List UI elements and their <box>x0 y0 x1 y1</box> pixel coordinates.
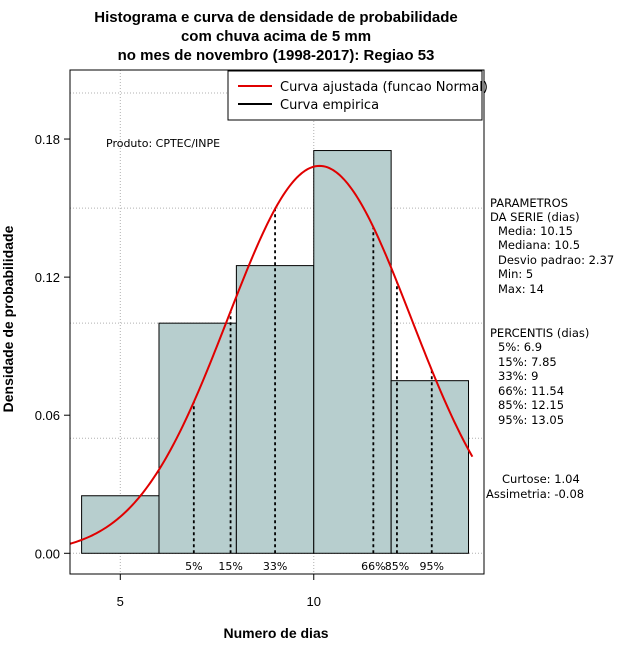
parameter-min: Min: 5 <box>498 267 533 281</box>
percentile-marker-label: 33% <box>263 560 287 573</box>
parameter-median: Mediana: 10.5 <box>498 238 580 252</box>
percentiles-panel: PERCENTIS (dias) 5%: 6.9 15%: 7.85 33%: … <box>490 326 589 427</box>
shape-panel: Curtose: 1.04 Assimetria: -0.08 <box>486 472 584 501</box>
x-tick-label: 10 <box>307 594 321 609</box>
skewness-text: Assimetria: -0.08 <box>486 487 584 501</box>
y-tick-label: 0.18 <box>35 132 60 147</box>
y-axis-title: Densidade de probabilidade <box>0 225 16 412</box>
percentile-95: 95%: 13.05 <box>498 413 564 427</box>
y-tick-label: 0.12 <box>35 270 60 285</box>
percentile-15: 15%: 7.85 <box>498 355 557 369</box>
histogram-bar <box>313 150 392 554</box>
title-line-3: no mes de novembro (1998-2017): Regiao 5… <box>118 47 435 64</box>
y-tick-label: 0.00 <box>35 546 60 561</box>
title-line-2: com chuva acima de 5 mm <box>181 28 371 45</box>
percentile-markers-layer: 5% 15% 33% 66% 85% 95% <box>185 208 444 573</box>
percentile-marker-label: 15% <box>218 560 242 573</box>
percentile-5: 5%: 6.9 <box>498 340 542 354</box>
title-line-1: Histograma e curva de densidade de proba… <box>94 9 457 26</box>
parameter-mean: Media: 10.15 <box>498 224 573 238</box>
y-tick-label: 0.06 <box>35 408 60 423</box>
x-axis-title: Numero de dias <box>223 625 328 641</box>
kurtosis-text: Curtose: 1.04 <box>502 472 580 486</box>
title: Histograma e curva de densidade de proba… <box>94 9 457 64</box>
histogram-bar <box>158 322 237 554</box>
parameter-sd: Desvio padrao: 2.37 <box>498 253 614 267</box>
y-axis: 0.00 0.06 0.12 0.18 <box>35 132 70 561</box>
histogram-bar <box>81 495 160 554</box>
bars-layer <box>81 150 470 554</box>
parameter-max: Max: 14 <box>498 282 544 296</box>
credit-text: Produto: CPTEC/INPE <box>106 137 220 150</box>
histogram-bar <box>390 380 470 554</box>
percentile-85: 85%: 12.15 <box>498 398 564 412</box>
parameters-panel: PARAMETROS DA SERIE (dias) Media: 10.15 … <box>490 196 614 296</box>
percentile-marker-label: 66% <box>361 560 385 573</box>
percentile-33: 33%: 9 <box>498 369 538 383</box>
percentile-marker-label: 85% <box>385 560 409 573</box>
percentile-marker-label: 5% <box>185 560 202 573</box>
percentiles-heading: PERCENTIS (dias) <box>490 326 589 340</box>
parameters-heading-2: DA SERIE (dias) <box>490 210 580 224</box>
legend-fitted-label: Curva ajustada (funcao Normal) <box>280 80 488 95</box>
histogram-bar <box>235 265 315 554</box>
percentile-66: 66%: 11.54 <box>498 384 564 398</box>
parameters-heading-1: PARAMETROS <box>490 196 568 210</box>
legend-box <box>227 70 483 121</box>
x-tick-label: 5 <box>117 594 124 609</box>
legend-empirical-label: Curva empirica <box>280 98 379 113</box>
curve-layer <box>69 164 474 545</box>
plot-frame <box>69 69 485 575</box>
x-axis: 5 10 <box>117 574 321 609</box>
legend: Curva ajustada (funcao Normal) Curva emp… <box>227 70 488 121</box>
fitted-normal-curve <box>69 164 474 545</box>
percentile-marker-label: 95% <box>420 560 444 573</box>
